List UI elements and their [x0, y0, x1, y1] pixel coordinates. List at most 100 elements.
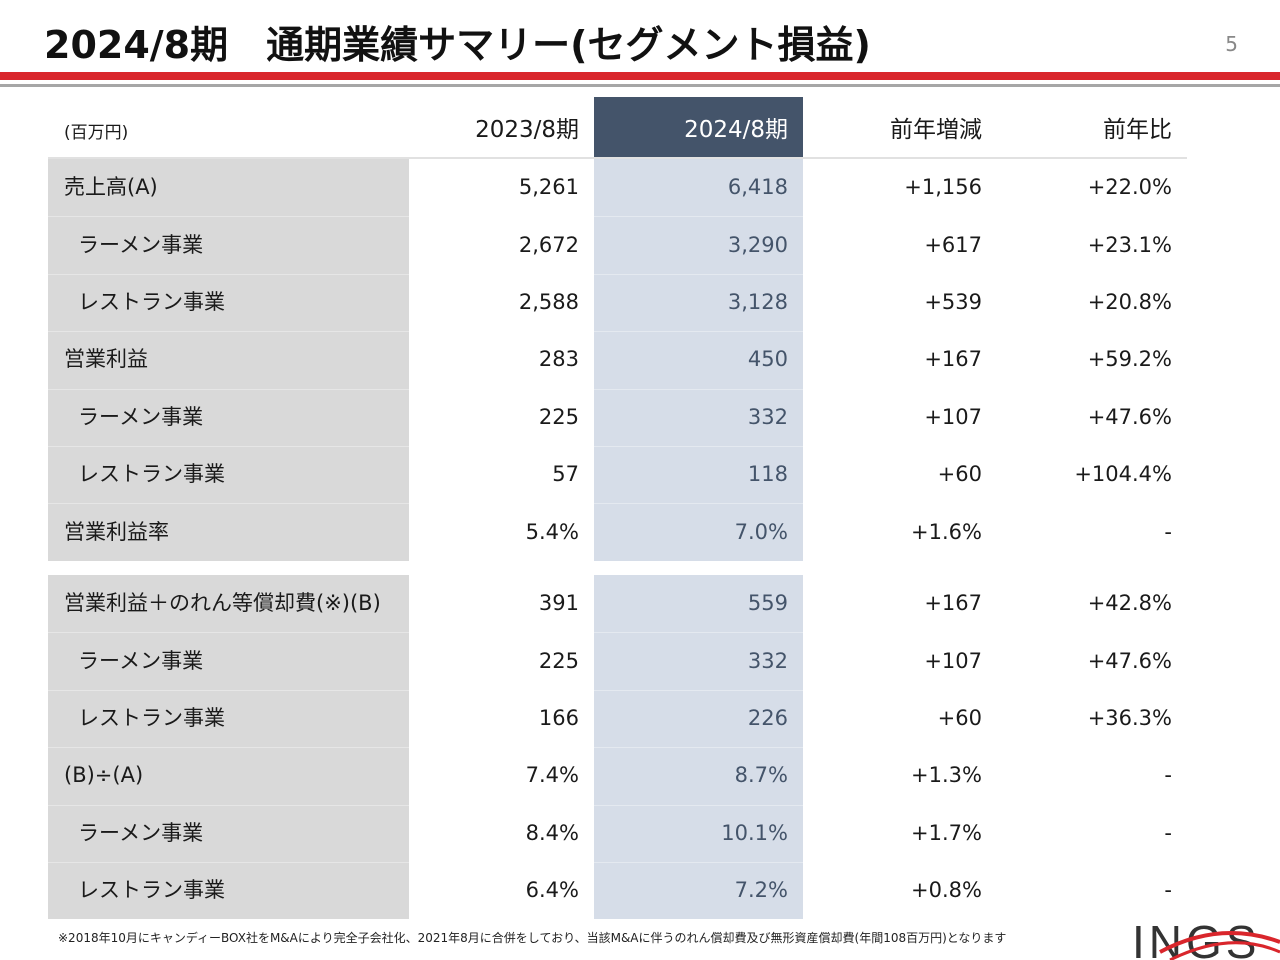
value-2023: 6.4% [525, 878, 579, 903]
value-2024: 10.1% [721, 820, 788, 845]
value-diff: +0.8% [911, 878, 982, 903]
column-header-current: 2024/8期 [684, 117, 788, 143]
value-2023: 57 [552, 462, 579, 487]
row-divider [48, 273, 409, 275]
row-divider [48, 862, 409, 863]
value-diff: +1.7% [911, 820, 982, 845]
footnote: ※2018年10月にキャンディーBOX社をM&Aにより完全子会社化、2021年8… [58, 931, 1007, 945]
row-label: ラーメン事業 [78, 820, 204, 845]
row-divider [594, 446, 803, 447]
value-ratio: - [1164, 820, 1172, 845]
row-divider [48, 216, 409, 218]
row-divider [48, 689, 409, 691]
value-diff: +107 [924, 404, 982, 429]
row-divider [594, 273, 803, 275]
row-label: レストラン事業 [78, 705, 225, 730]
label-column-bg-group2 [48, 575, 409, 919]
column-header-prev: 2023/8期 [475, 117, 579, 143]
row-divider [594, 689, 803, 691]
value-2024: 7.0% [734, 519, 788, 544]
value-2023: 283 [538, 347, 579, 372]
row-divider [594, 216, 803, 218]
row-divider [48, 503, 409, 505]
current-column-bg-group1 [594, 159, 803, 561]
row-divider [594, 331, 803, 333]
value-2023: 5.4% [525, 519, 579, 544]
value-2023: 225 [538, 648, 579, 673]
row-divider [594, 632, 803, 634]
current-column-header-bg [594, 97, 803, 158]
value-ratio: - [1164, 878, 1172, 903]
value-2024: 8.7% [734, 763, 788, 788]
value-diff: +60 [937, 462, 982, 487]
ings-logo: INGS [1132, 916, 1280, 960]
title-rule-red [0, 72, 1280, 80]
value-2023: 5,261 [518, 175, 579, 200]
row-divider [594, 388, 803, 390]
value-ratio: +59.2% [1087, 347, 1172, 372]
value-ratio: +23.1% [1087, 232, 1172, 257]
value-2024: 332 [747, 404, 788, 429]
value-ratio: +47.6% [1087, 648, 1172, 673]
row-label: レストラン事業 [78, 462, 225, 487]
value-2024: 3,290 [727, 232, 788, 257]
row-label: (B)÷(A) [64, 763, 144, 788]
value-2024: 226 [747, 705, 788, 730]
value-diff: +1,156 [904, 175, 982, 200]
value-2023: 7.4% [525, 763, 579, 788]
row-label: ラーメン事業 [78, 404, 204, 429]
value-2023: 391 [538, 591, 579, 616]
column-header-ratio: 前年比 [1103, 117, 1172, 143]
value-2024: 559 [747, 591, 788, 616]
value-2024: 332 [747, 648, 788, 673]
row-label: レストラン事業 [78, 878, 225, 903]
value-2023: 166 [538, 705, 579, 730]
row-divider [48, 747, 409, 749]
row-divider [594, 862, 803, 863]
value-ratio: - [1164, 519, 1172, 544]
row-label: レストラン事業 [78, 289, 225, 314]
value-2024: 6,418 [727, 175, 788, 200]
value-2023: 2,588 [518, 289, 579, 314]
row-divider [594, 804, 803, 806]
value-diff: +1.3% [911, 763, 982, 788]
value-ratio: +42.8% [1087, 591, 1172, 616]
value-2023: 8.4% [525, 820, 579, 845]
value-diff: +1.6% [911, 519, 982, 544]
value-2024: 7.2% [734, 878, 788, 903]
row-divider [48, 446, 409, 447]
page-number: 5 [1225, 32, 1238, 56]
row-label: 営業利益＋のれん等償却費(※)(B) [64, 591, 381, 616]
value-ratio: +104.4% [1074, 462, 1172, 487]
row-divider [48, 632, 409, 634]
value-2024: 3,128 [727, 289, 788, 314]
value-ratio: +36.3% [1087, 705, 1172, 730]
value-diff: +107 [924, 648, 982, 673]
row-label: 営業利益率 [64, 519, 169, 544]
row-divider [594, 503, 803, 505]
page-title: 2024/8期 通期業績サマリー(セグメント損益) [44, 23, 871, 67]
label-column-bg-group1 [48, 159, 409, 561]
row-divider [48, 331, 409, 333]
value-diff: +167 [924, 347, 982, 372]
value-2023: 225 [538, 404, 579, 429]
value-ratio: +20.8% [1087, 289, 1172, 314]
current-column-bg-group2 [594, 575, 803, 919]
row-label: ラーメン事業 [78, 232, 204, 257]
value-diff: +617 [924, 232, 982, 257]
value-diff: +167 [924, 591, 982, 616]
row-divider [48, 804, 409, 806]
title-rule-gray [0, 84, 1280, 87]
row-divider [594, 747, 803, 749]
row-label: 売上高(A) [64, 175, 158, 200]
value-diff: +60 [937, 705, 982, 730]
value-diff: +539 [924, 289, 982, 314]
value-ratio: - [1164, 763, 1172, 788]
row-label: 営業利益 [64, 347, 148, 372]
value-2023: 2,672 [518, 232, 579, 257]
value-2024: 118 [747, 462, 788, 487]
header-underline [48, 157, 1187, 159]
value-ratio: +47.6% [1087, 404, 1172, 429]
column-header-diff: 前年増減 [890, 117, 982, 143]
